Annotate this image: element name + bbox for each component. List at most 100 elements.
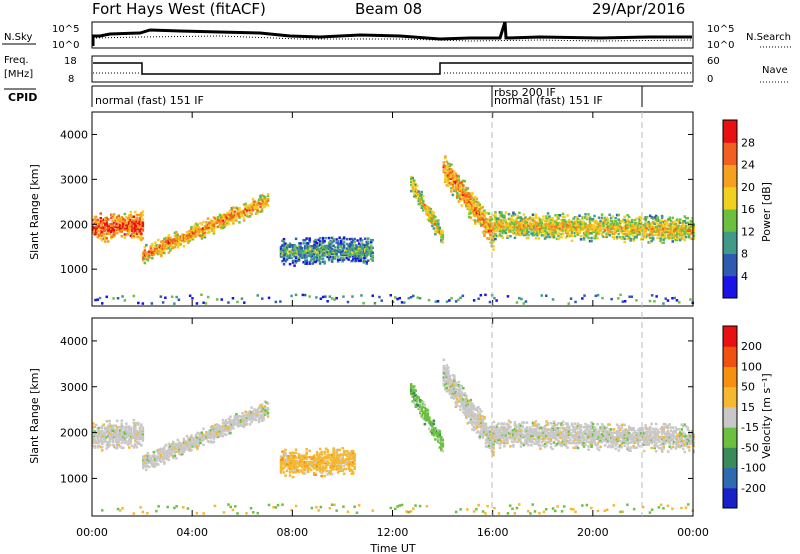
echo-cell [176, 443, 180, 446]
echo-cell [293, 459, 296, 463]
echo-cell [543, 223, 547, 226]
echo-cell [110, 227, 113, 230]
echo-cell [226, 216, 229, 220]
echo-cell [333, 250, 337, 254]
nsky-label: N.Sky [4, 32, 32, 43]
echo-cell [417, 404, 420, 407]
echo-cell [229, 431, 232, 435]
echo-cell [305, 462, 308, 465]
echo-cell [536, 221, 539, 224]
echo-cell [238, 414, 241, 418]
echo-cell [245, 419, 249, 423]
echo-cell [450, 392, 453, 396]
echo-cell [230, 424, 234, 428]
echo-cell [436, 300, 440, 303]
echo-cell [129, 210, 133, 214]
echo-cell [495, 440, 499, 443]
echo-cell [345, 237, 349, 241]
echo-cell [265, 200, 268, 203]
echo-cell [682, 220, 685, 223]
echo-cell [206, 223, 210, 227]
echo-cell [129, 431, 133, 435]
echo-cell [636, 228, 640, 231]
echo-cell [670, 227, 673, 231]
echo-cell [170, 443, 174, 446]
echo-cell [648, 227, 652, 230]
echo-cell [128, 428, 131, 432]
echo-cell [284, 259, 287, 263]
echo-cell [96, 438, 99, 441]
echo-cell [471, 413, 474, 417]
echo-cell [242, 219, 246, 222]
echo-cell [241, 416, 244, 420]
echo-cell [250, 204, 253, 208]
echo-cell [428, 421, 431, 424]
echo-cell [141, 222, 145, 226]
echo-cell [350, 469, 353, 472]
echo-cell [521, 225, 524, 229]
echo-cell [481, 431, 485, 434]
echo-cell [333, 461, 337, 465]
echo-cell [329, 255, 332, 259]
echo-cell [92, 439, 95, 443]
echo-cell [336, 255, 340, 258]
echo-cell [688, 226, 691, 229]
echo-cell [432, 220, 436, 224]
echo-cell [445, 173, 449, 176]
echo-cell [299, 242, 302, 245]
echo-cell [333, 249, 337, 252]
echo-cell [96, 441, 99, 444]
echo-cell [462, 398, 465, 401]
echo-cell [140, 431, 143, 434]
echo-cell [191, 231, 195, 235]
echo-cell [321, 257, 325, 260]
echo-cell [540, 224, 544, 228]
echo-cell [318, 251, 322, 254]
echo-cell [617, 226, 620, 229]
echo-cell [654, 214, 658, 218]
echo-cell [169, 453, 172, 456]
echo-cell [312, 465, 316, 468]
echo-cell [321, 241, 325, 245]
echo-cell [656, 233, 659, 237]
echo-cell [248, 413, 252, 416]
echo-cell [342, 451, 346, 455]
echo-cell [486, 432, 489, 436]
echo-cell [339, 241, 343, 244]
echo-cell [239, 214, 243, 217]
echo-cell [205, 225, 208, 229]
echo-cell [546, 212, 550, 215]
echo-cell [483, 431, 486, 435]
echo-cell [426, 210, 430, 214]
echo-cell [98, 430, 101, 433]
echo-cell [490, 218, 494, 221]
echo-cell [241, 424, 244, 428]
echo-cell [410, 383, 413, 386]
echo-cell [584, 216, 587, 219]
echo-cell [134, 210, 137, 214]
echo-cell [305, 456, 308, 459]
echo-cell [351, 464, 355, 467]
echo-cell [484, 438, 488, 442]
echo-cell [420, 416, 423, 419]
echo-cell [214, 423, 217, 427]
echo-cell [368, 250, 371, 253]
echo-cell [114, 224, 117, 227]
echo-cell [602, 227, 605, 231]
echo-cell [543, 237, 547, 240]
echo-cell [469, 406, 473, 410]
echo-cell [111, 229, 114, 232]
echo-cell [138, 442, 142, 446]
echo-cell [419, 192, 422, 196]
echo-cell [413, 185, 416, 189]
echo-cell [648, 222, 652, 225]
echo-cell [230, 211, 234, 215]
echo-cell [364, 254, 367, 258]
echo-cell [478, 211, 482, 214]
echo-cell [260, 409, 264, 413]
echo-cell [231, 297, 235, 300]
echo-cell [597, 226, 601, 229]
echo-cell [512, 435, 515, 439]
echo-cell [428, 211, 431, 215]
echo-cell [680, 224, 683, 228]
